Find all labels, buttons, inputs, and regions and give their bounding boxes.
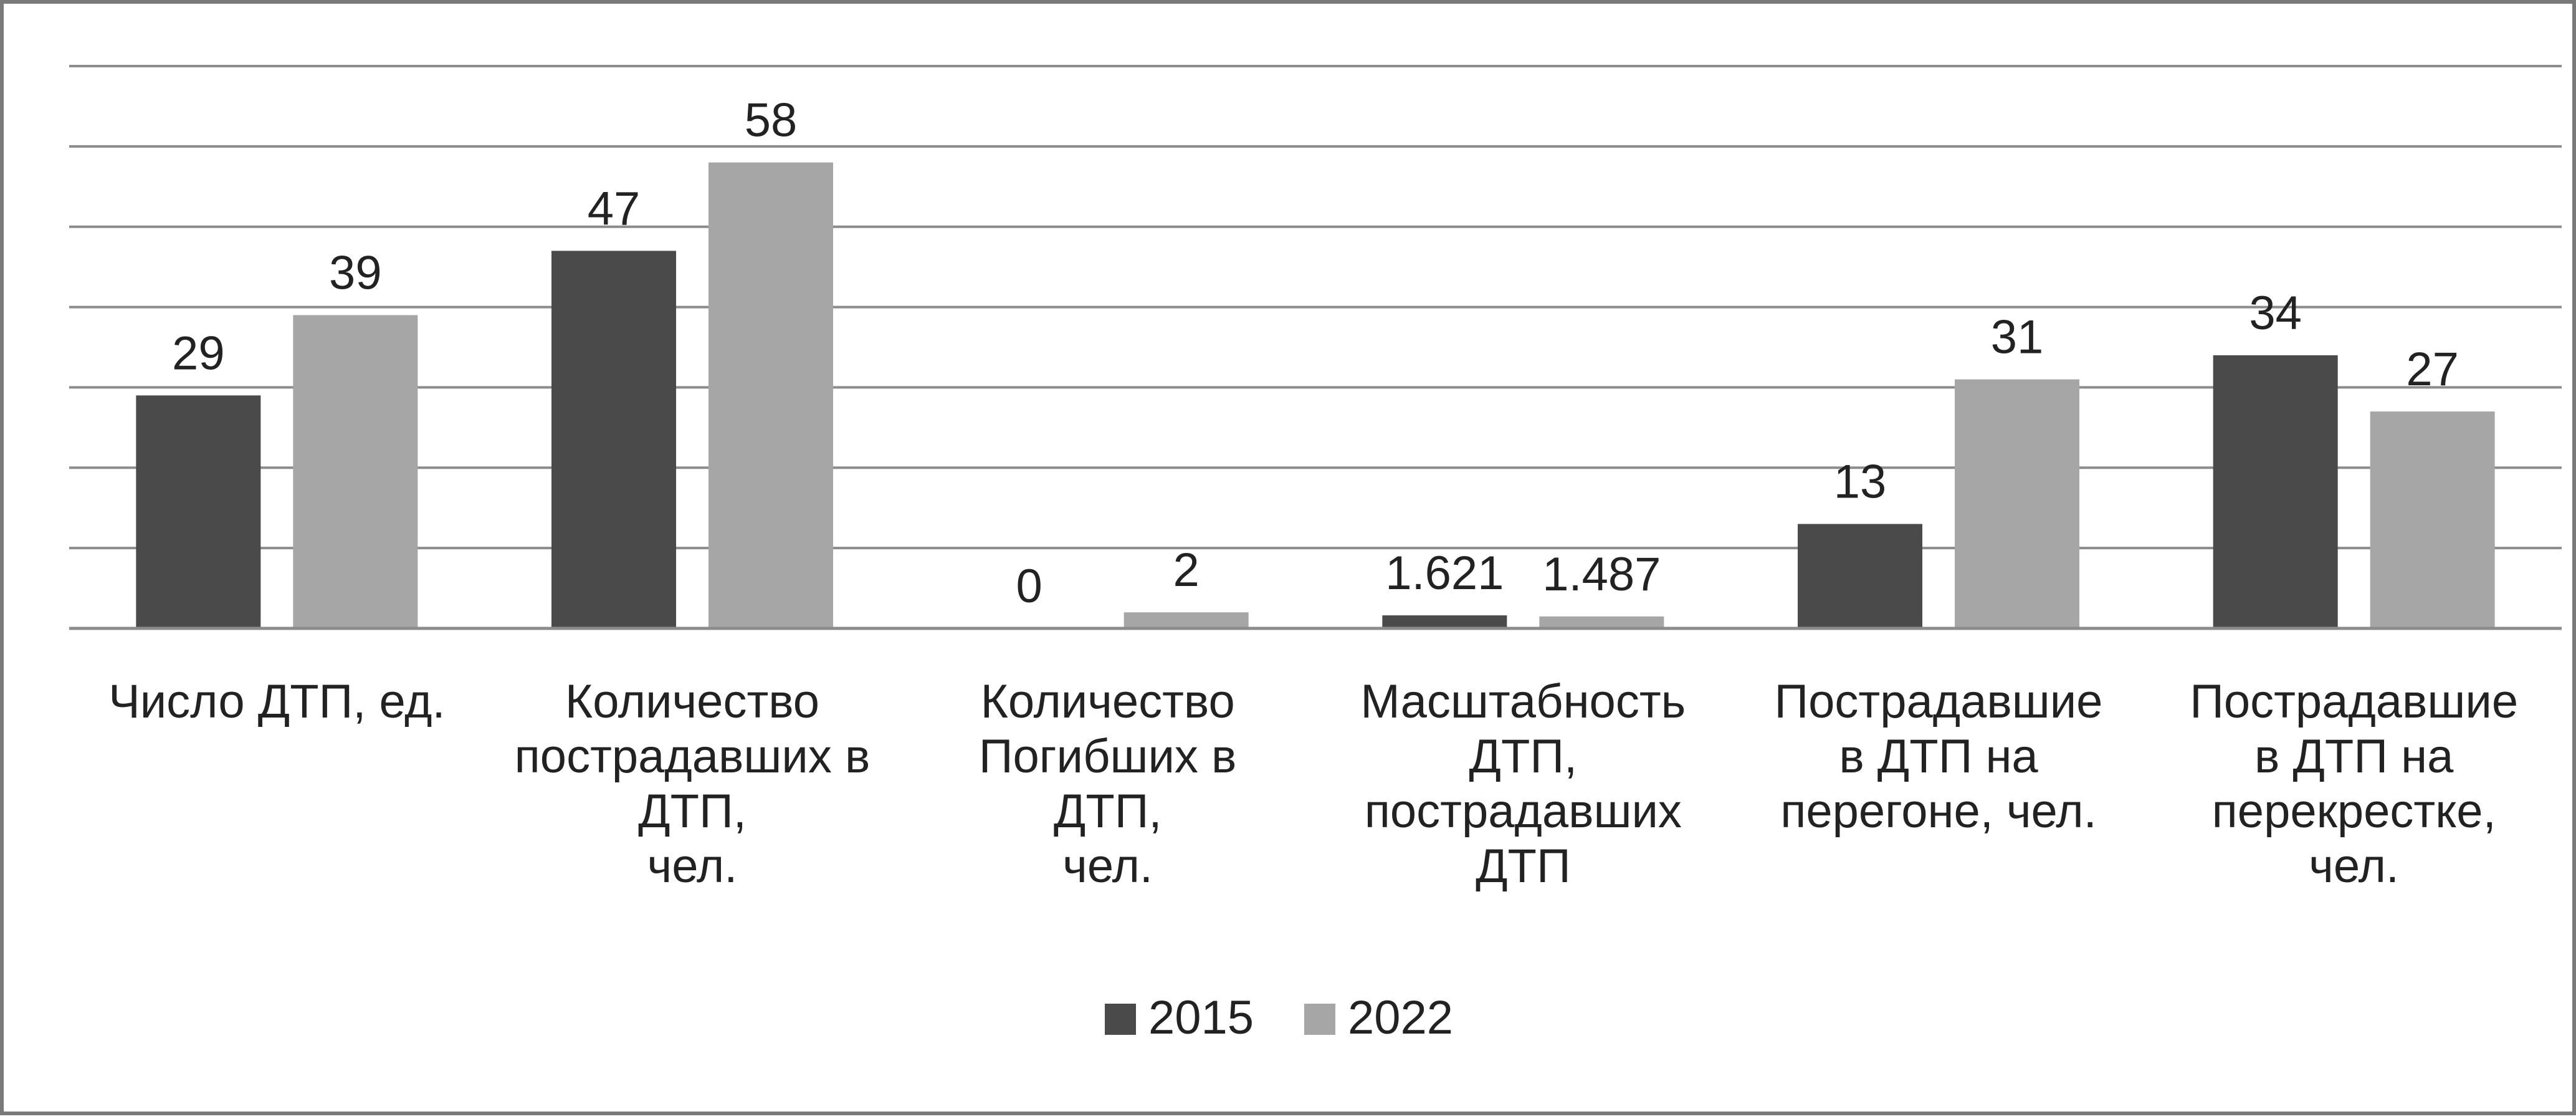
category-label-line: Погибших в bbox=[979, 730, 1237, 783]
bar-2015-0 bbox=[136, 395, 261, 628]
category-label-line: Количество bbox=[981, 675, 1235, 728]
data-label-2022-3: 1.487 bbox=[1542, 548, 1661, 601]
category-label-line: чел. bbox=[1062, 840, 1153, 893]
category-label-line: в ДТП на bbox=[2254, 730, 2454, 783]
gridlines bbox=[69, 65, 2562, 550]
category-labels: Число ДТП, ед. Количество пострадавших в ДТ… bbox=[108, 675, 2518, 893]
data-label-2015-5: 34 bbox=[2249, 287, 2302, 340]
legend-item-2015: 2015 bbox=[1105, 991, 1254, 1044]
bar-2022-2 bbox=[1123, 612, 1249, 628]
category-label-line: перегоне, чел. bbox=[1780, 785, 2097, 838]
data-label-2015-2: 0 bbox=[1016, 560, 1042, 613]
category-label-2: Количество Погибших в ДТП, чел. bbox=[979, 675, 1237, 893]
legend-item-2022: 2022 bbox=[1304, 991, 1453, 1044]
bar-2022-0 bbox=[293, 315, 418, 628]
category-label-3: Масштабность ДТП, пострадавших ДТП bbox=[1360, 675, 1686, 893]
category-label-line: ДТП, bbox=[1469, 730, 1578, 783]
data-labels: 29 39 47 58 0 2 1.621 1.487 13 31 34 27 bbox=[172, 94, 2459, 613]
category-label-line: ДТП, bbox=[1054, 785, 1162, 838]
legend: 2015 2022 bbox=[1105, 991, 1453, 1044]
data-label-2015-0: 29 bbox=[172, 327, 225, 380]
bar-2022-5 bbox=[2370, 411, 2495, 628]
bar-2015-5 bbox=[2213, 355, 2338, 628]
category-label-line: Число ДТП, ед. bbox=[108, 675, 446, 728]
data-label-2022-4: 31 bbox=[1991, 311, 2044, 364]
bar-2022-1 bbox=[708, 162, 833, 629]
bars bbox=[136, 162, 2495, 629]
bar-2022-4 bbox=[1955, 379, 2079, 628]
category-label-line: в ДТП на bbox=[1839, 730, 2038, 783]
data-label-2022-1: 58 bbox=[745, 94, 798, 147]
data-label-2015-3: 1.621 bbox=[1385, 547, 1504, 600]
data-label-2015-4: 13 bbox=[1834, 455, 1887, 508]
category-label-line: чел. bbox=[2309, 840, 2399, 893]
legend-swatch bbox=[1105, 1004, 1136, 1035]
data-label-2022-5: 27 bbox=[2406, 343, 2459, 396]
category-label-line: Количество bbox=[565, 675, 819, 728]
category-label-1: Количество пострадавших в ДТП, чел. bbox=[515, 675, 871, 893]
data-label-2015-1: 47 bbox=[588, 182, 641, 235]
legend-label: 2022 bbox=[1348, 991, 1453, 1044]
category-label-4: Пострадавшие в ДТП на перегоне, чел. bbox=[1775, 675, 2103, 838]
category-label-line: ДТП bbox=[1476, 840, 1571, 893]
category-label-line: чел. bbox=[647, 840, 738, 893]
bar-2015-3 bbox=[1382, 615, 1507, 628]
bar-2015-4 bbox=[1798, 524, 1922, 628]
category-label-line: пострадавших в bbox=[515, 730, 871, 783]
category-label-line: пострадавших bbox=[1365, 785, 1682, 838]
category-label-line: Масштабность bbox=[1360, 675, 1686, 728]
category-label-line: перекрестке, bbox=[2212, 785, 2496, 838]
bar-2015-1 bbox=[551, 251, 676, 628]
category-label-line: Пострадавшие bbox=[1775, 675, 2103, 728]
legend-swatch bbox=[1304, 1004, 1335, 1035]
category-label-5: Пострадавшие в ДТП на перекрестке, чел. bbox=[2190, 675, 2518, 893]
bar-2022-3 bbox=[1539, 616, 1664, 628]
category-label-line: Пострадавшие bbox=[2190, 675, 2518, 728]
data-label-2022-2: 2 bbox=[1173, 544, 1200, 597]
category-label-line: ДТП, bbox=[638, 785, 747, 838]
data-label-2022-0: 39 bbox=[329, 246, 382, 299]
legend-label: 2015 bbox=[1148, 991, 1254, 1044]
category-label-0: Число ДТП, ед. bbox=[108, 675, 446, 728]
bar-chart: 29 39 47 58 0 2 1.621 1.487 13 31 34 27 Число ДТП, … bbox=[69, 65, 2562, 1044]
